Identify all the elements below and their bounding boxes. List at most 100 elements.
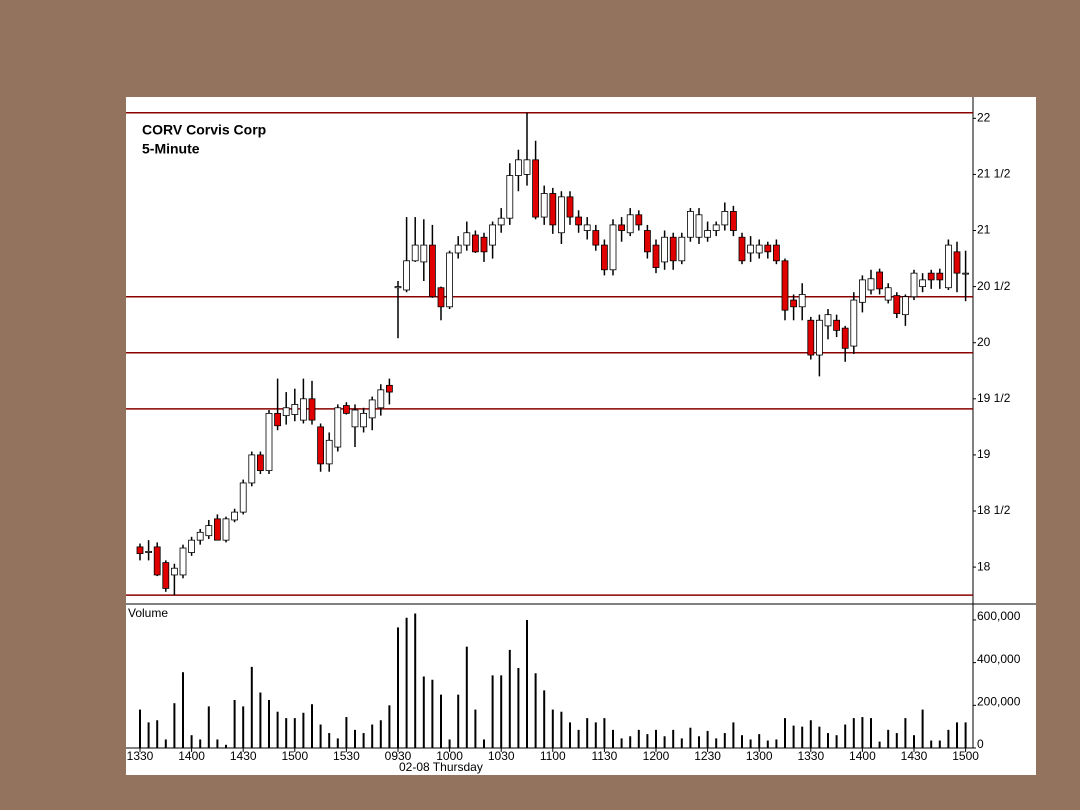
volume-label: Volume: [128, 606, 168, 620]
candle-body: [471, 234, 479, 253]
candle-body: [712, 224, 720, 231]
x-tick-label: 1000: [436, 749, 463, 763]
candle-body: [394, 286, 402, 289]
candle-body: [282, 407, 290, 417]
candle-body: [317, 426, 325, 465]
candle-body: [265, 412, 273, 472]
candle-body: [575, 216, 582, 226]
x-tick-label: 1430: [901, 749, 928, 763]
candle-body: [566, 196, 574, 218]
volume-tick-label: 0: [977, 737, 984, 751]
candle-body: [170, 567, 178, 576]
y-tick-label: 21 1/2: [977, 167, 1011, 181]
candle-body: [437, 287, 445, 308]
candle-body: [403, 260, 411, 291]
candle-body: [334, 407, 342, 448]
candle-body: [196, 531, 204, 541]
x-tick-label: 1500: [281, 749, 308, 763]
candle-body: [678, 236, 686, 262]
x-tick-label: 1100: [540, 749, 566, 763]
candle-body: [188, 539, 196, 553]
candle-body: [377, 389, 385, 409]
candle-body: [790, 299, 797, 308]
candle-body: [248, 454, 256, 484]
candle-body: [781, 260, 789, 311]
candle-body: [962, 272, 969, 275]
x-tick-label: 1300: [746, 749, 773, 763]
x-tick-label: 1230: [694, 749, 721, 763]
candle-body: [523, 159, 531, 175]
candle-body: [239, 482, 247, 513]
candle-body: [953, 251, 961, 274]
candle-body: [721, 211, 729, 226]
candle-body: [222, 518, 230, 541]
volume-tick-label: 200,000: [977, 694, 1021, 708]
candle-body: [446, 252, 454, 308]
candle-body: [927, 272, 935, 281]
candle-body: [833, 319, 840, 331]
candle-body: [351, 409, 359, 428]
candle-body: [936, 272, 944, 281]
candle-body: [635, 214, 643, 226]
candle-body: [583, 224, 591, 231]
candle-body: [231, 511, 239, 521]
candle-body: [764, 244, 772, 253]
candle-body: [652, 244, 660, 268]
candle-body: [153, 546, 161, 576]
candle-body: [807, 319, 815, 356]
x-tick-label: 1500: [952, 749, 979, 763]
chart-title: CORV Corvis Corp: [142, 122, 266, 138]
candle-body: [687, 211, 694, 238]
candle-body: [420, 244, 428, 263]
candle-body: [515, 159, 522, 176]
candle-body: [704, 230, 711, 238]
candle-body: [291, 404, 299, 415]
y-tick-label: 21: [977, 223, 991, 237]
candle-body: [910, 272, 918, 298]
candle-body: [773, 244, 780, 262]
candle-body: [738, 236, 746, 262]
candle-body: [798, 294, 806, 308]
candle-body: [274, 412, 282, 427]
candle-body: [558, 196, 565, 234]
candle-body: [308, 398, 316, 421]
candle-body: [661, 236, 668, 263]
candle-body: [497, 217, 505, 226]
candle-body: [592, 230, 600, 246]
candle-body: [755, 244, 763, 254]
candle-body: [626, 214, 634, 234]
x-tick-label: 1030: [488, 749, 515, 763]
candle-body: [841, 327, 849, 349]
candle-body: [695, 214, 703, 238]
candle-body: [816, 319, 823, 356]
candle-body: [205, 525, 213, 537]
candle-body: [299, 398, 307, 421]
candle-body: [256, 454, 264, 472]
candle-body: [325, 439, 333, 465]
chart-panel: [126, 97, 1036, 775]
candle-body: [454, 244, 462, 254]
y-tick-label: 19: [977, 447, 991, 461]
x-tick-label: 1330: [127, 749, 154, 763]
candle-body: [609, 224, 617, 271]
candle-body: [859, 279, 866, 303]
candle-body: [145, 550, 153, 553]
candle-body: [162, 562, 170, 589]
candle-body: [884, 287, 892, 301]
candle-body: [179, 547, 187, 576]
date-label: 02-08 Thursday: [399, 760, 483, 774]
volume-tick-label: 600,000: [977, 609, 1021, 623]
candle-body: [506, 175, 514, 219]
candle-body: [644, 230, 651, 253]
candle-body: [540, 193, 548, 218]
candle-body: [824, 314, 832, 327]
candle-body: [601, 244, 608, 271]
candle-body: [618, 224, 625, 231]
candle-body: [876, 271, 883, 290]
candle-body: [411, 244, 419, 262]
chart-subtitle: 5-Minute: [142, 141, 200, 157]
candle-body: [867, 278, 875, 291]
candle-body: [463, 232, 471, 246]
y-tick-label: 18 1/2: [977, 503, 1011, 517]
y-tick-label: 18: [977, 559, 991, 573]
